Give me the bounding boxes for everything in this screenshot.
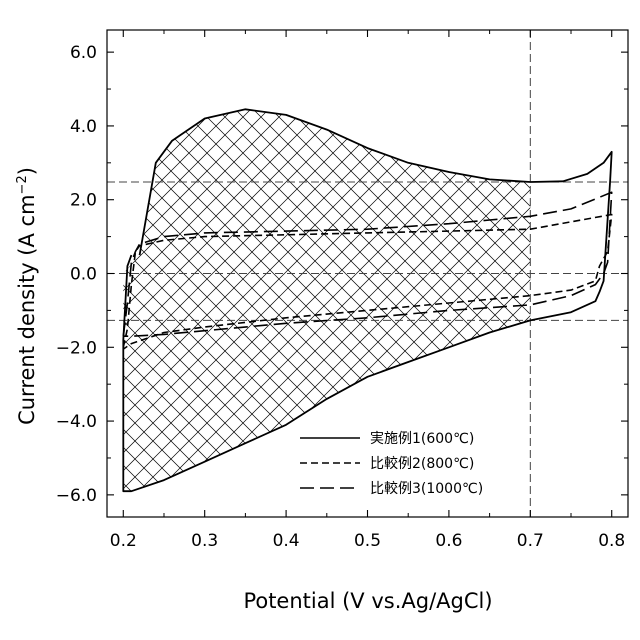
x-tick-label: 0.7 (517, 531, 544, 551)
cv-chart: 0.2 0.3 0.4 0.5 0.6 0.7 0.8 −6.0 −4.0 −2.0 0.0 2.0… (0, 0, 640, 640)
y-tick-label: −2.0 (56, 338, 97, 358)
x-tick-label: 0.8 (598, 531, 625, 551)
y-tick-label: −6.0 (56, 486, 97, 506)
x-tick-label: 0.5 (354, 531, 381, 551)
x-axis-title: Potential (V vs.Ag/AgCl) (243, 589, 492, 613)
legend: 実施例1(600℃) 比較例2(800℃) 比較例3(1000℃) (300, 431, 483, 497)
x-tick-label: 0.4 (273, 531, 300, 551)
y-tick-label: 6.0 (70, 43, 97, 63)
y-tick-label: 4.0 (70, 117, 97, 137)
legend-label-2: 比較例2(800℃) (370, 456, 474, 472)
x-tick-label: 0.3 (191, 531, 218, 551)
y-tick-label: 2.0 (70, 191, 97, 211)
legend-label-3: 比較例3(1000℃) (370, 481, 483, 497)
y-tick-label: −4.0 (56, 412, 97, 432)
y-axis-title: Current density (A cm−2) (15, 167, 39, 425)
y-tick-label: 0.0 (70, 265, 97, 285)
legend-label-1: 実施例1(600℃) (370, 431, 474, 447)
hatch-upper (123, 109, 530, 273)
x-tick-label: 0.6 (435, 531, 462, 551)
x-tick-label: 0.2 (110, 531, 137, 551)
